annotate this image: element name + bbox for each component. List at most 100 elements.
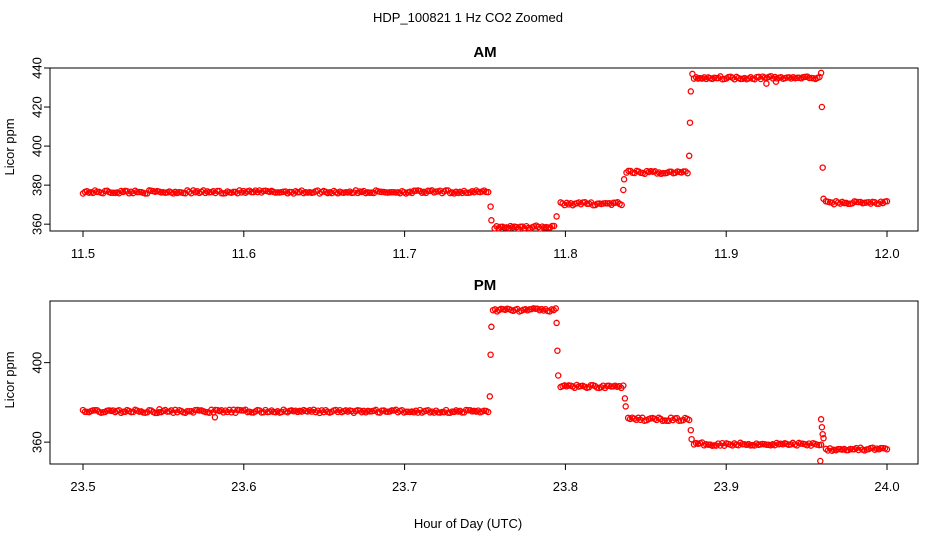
- data-point: [444, 409, 452, 416]
- data-point: [486, 393, 494, 400]
- data-point: [817, 441, 825, 448]
- y-tick-label: 440: [30, 57, 45, 79]
- x-axis-label: Hour of Day (UTC): [414, 516, 522, 531]
- x-tick-label: 24.0: [874, 479, 899, 494]
- x-tick-label: 11.9: [714, 246, 738, 261]
- data-point: [685, 416, 693, 424]
- data-point: [877, 444, 885, 452]
- data-point: [820, 434, 827, 442]
- y-axis-label: Licor ppm: [2, 351, 17, 408]
- data-point: [688, 435, 695, 443]
- data-point: [610, 199, 617, 207]
- x-tick-label: 11.6: [232, 246, 256, 261]
- y-tick-label: 380: [30, 174, 45, 196]
- data-point: [819, 430, 826, 438]
- data-point: [818, 423, 826, 431]
- data-point: [806, 74, 813, 82]
- data-point: [464, 406, 472, 414]
- panel-am: AM Licor ppm 11.5 11.6 11.7 11.8 11.9 12.0 360…: [2, 44, 919, 261]
- data-point: [488, 217, 495, 224]
- axes: 11.5 11.6 11.7 11.8 11.9 12.0 360 380 400 420 440: [30, 57, 900, 261]
- data-points: [79, 305, 891, 465]
- data-point: [684, 169, 691, 177]
- data-point: [883, 198, 891, 205]
- data-point: [621, 395, 629, 402]
- x-tick-label: 23.8: [553, 479, 578, 494]
- data-point: [686, 119, 694, 126]
- data-point: [687, 426, 695, 434]
- data-point: [772, 78, 780, 85]
- data-point: [552, 305, 560, 312]
- data-point: [618, 201, 625, 209]
- data-point: [685, 152, 693, 160]
- y-tick-label: 400: [30, 135, 45, 157]
- data-point: [553, 319, 560, 327]
- data-point: [554, 347, 561, 354]
- data-point: [544, 224, 552, 231]
- data-point: [739, 440, 746, 448]
- data-point: [761, 74, 769, 81]
- data-point: [151, 409, 159, 417]
- data-point: [488, 323, 495, 331]
- y-tick-label: 400: [30, 352, 45, 374]
- axes: 23.5 23.6 23.7 23.8 23.9 24.0 360 400: [30, 352, 900, 494]
- x-tick-label: 11.7: [392, 246, 416, 261]
- data-point: [550, 222, 558, 230]
- data-point: [553, 213, 560, 220]
- data-point: [93, 188, 101, 196]
- data-point: [820, 195, 827, 203]
- data-point: [484, 408, 492, 416]
- data-point: [604, 200, 611, 207]
- data-point: [196, 407, 203, 414]
- y-axis-label: Licor ppm: [2, 118, 17, 175]
- data-point: [211, 414, 219, 421]
- data-point: [620, 176, 628, 183]
- plot-frame: [49, 67, 919, 232]
- data-point: [663, 417, 671, 425]
- data-point: [687, 88, 695, 95]
- x-tick-label: 12.0: [874, 246, 899, 261]
- data-point: [462, 189, 470, 196]
- panel-title: AM: [473, 44, 496, 61]
- data-point: [843, 446, 850, 454]
- x-tick-label: 23.7: [392, 479, 417, 494]
- x-tick-label: 11.8: [553, 246, 577, 261]
- figure-title: HDP_100821 1 Hz CO2 Zoomed: [373, 10, 563, 25]
- y-tick-label: 360: [30, 431, 45, 453]
- plot-frame: [49, 300, 919, 465]
- data-point: [883, 446, 891, 453]
- data-point: [763, 80, 770, 87]
- data-point: [487, 203, 494, 210]
- data-point: [622, 403, 629, 410]
- data-point: [817, 69, 825, 77]
- data-point: [156, 406, 163, 413]
- data-point: [230, 188, 237, 196]
- data-point: [689, 70, 696, 78]
- data-point: [834, 445, 842, 453]
- y-tick-label: 420: [30, 96, 45, 118]
- data-points: [79, 69, 891, 232]
- data-point: [620, 186, 627, 194]
- data-point: [554, 372, 562, 379]
- x-tick-label: 11.5: [71, 246, 95, 261]
- data-point: [248, 188, 255, 196]
- data-point: [484, 188, 492, 196]
- data-point: [819, 164, 826, 171]
- data-point: [620, 382, 627, 389]
- data-point: [388, 188, 396, 196]
- data-point: [818, 103, 826, 111]
- x-tick-label: 23.9: [714, 479, 739, 494]
- data-point: [849, 445, 856, 453]
- y-tick-label: 360: [30, 213, 45, 235]
- data-point: [845, 200, 852, 208]
- panel-pm: PM Licor ppm 23.5 23.6 23.7 23.8 23.9 24.0 360…: [2, 277, 919, 494]
- x-tick-label: 23.5: [70, 479, 95, 494]
- panel-title: PM: [474, 277, 497, 294]
- x-tick-label: 23.6: [231, 479, 256, 494]
- data-point: [817, 457, 824, 465]
- data-point: [817, 416, 825, 423]
- data-point: [675, 417, 683, 424]
- data-point: [184, 407, 191, 415]
